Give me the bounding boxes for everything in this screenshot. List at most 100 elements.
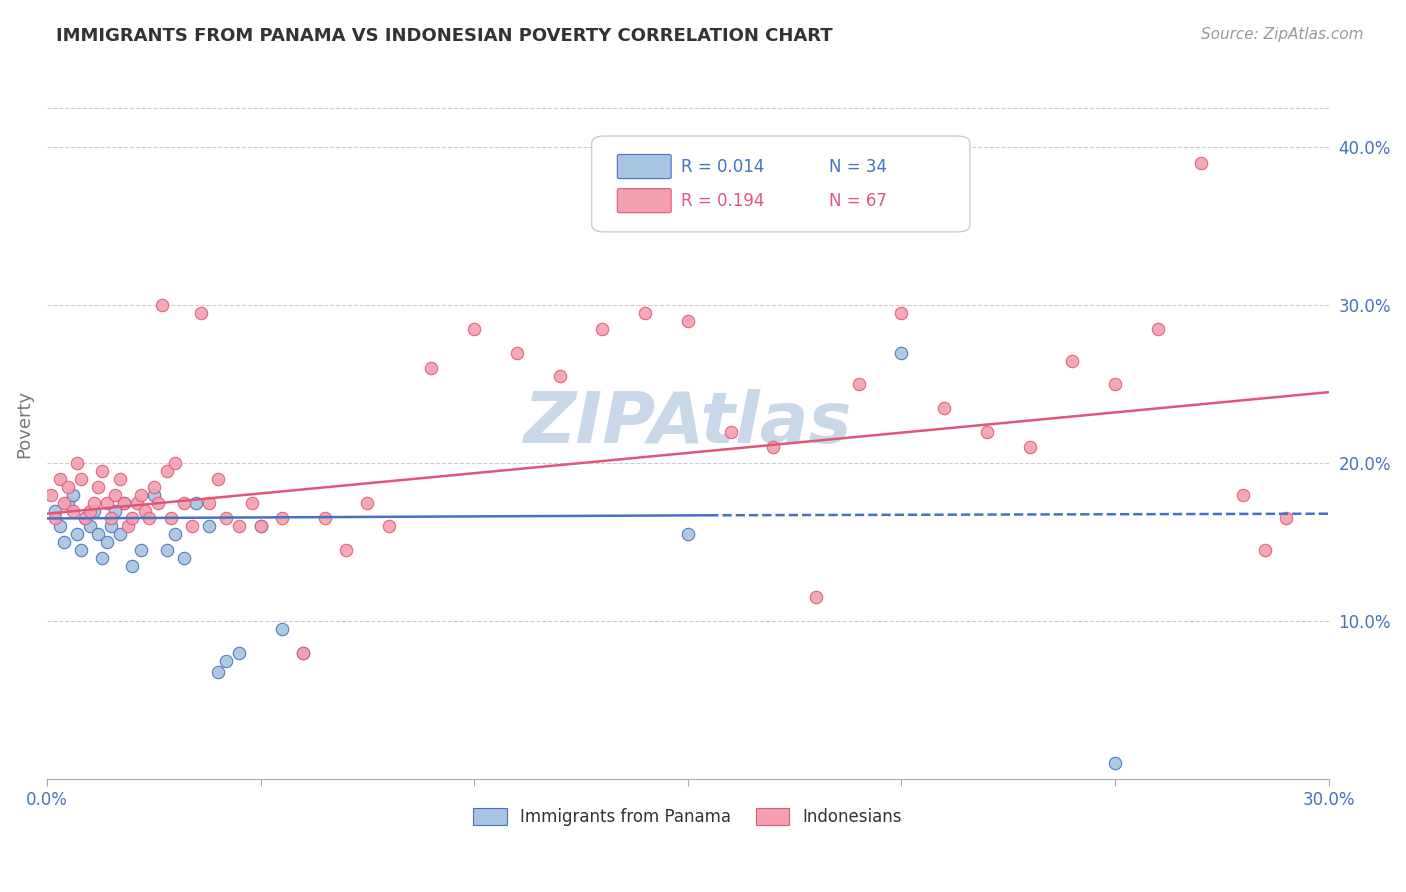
Point [159, 511, 181, 525]
FancyBboxPatch shape [592, 136, 970, 232]
Point [39, 488, 62, 502]
Point [1062, 353, 1084, 368]
Point [96, 535, 118, 549]
Point [53, 496, 76, 510]
Point [591, 322, 613, 336]
Point [270, 622, 292, 636]
Point [804, 591, 827, 605]
Point [1232, 488, 1254, 502]
Point [117, 519, 139, 533]
Point [198, 519, 221, 533]
Point [207, 472, 229, 486]
Point [104, 503, 127, 517]
Point [1275, 511, 1298, 525]
Point [87, 480, 110, 494]
Point [207, 665, 229, 679]
Point [70, 543, 93, 558]
Point [548, 369, 571, 384]
FancyBboxPatch shape [617, 154, 671, 178]
Point [676, 527, 699, 541]
Point [165, 456, 187, 470]
Point [463, 322, 485, 336]
Point [762, 441, 785, 455]
Point [292, 646, 315, 660]
Text: N = 34: N = 34 [830, 158, 887, 176]
Point [62, 503, 84, 517]
FancyBboxPatch shape [617, 188, 671, 212]
Point [100, 511, 122, 525]
Point [121, 558, 143, 573]
Text: N = 67: N = 67 [830, 192, 887, 210]
Point [848, 377, 870, 392]
Point [1253, 543, 1275, 558]
Point [1104, 377, 1126, 392]
Point [1104, 756, 1126, 771]
Point [108, 527, 131, 541]
Point [240, 496, 263, 510]
Point [181, 519, 204, 533]
Point [270, 511, 292, 525]
Point [79, 503, 101, 517]
Point [44, 511, 66, 525]
Point [142, 480, 165, 494]
Point [134, 503, 156, 517]
Point [249, 519, 271, 533]
Point [228, 519, 250, 533]
Point [335, 543, 357, 558]
Point [53, 535, 76, 549]
Point [676, 314, 699, 328]
Point [190, 306, 212, 320]
Point [83, 503, 105, 517]
Point [100, 519, 122, 533]
Point [125, 496, 148, 510]
Point [198, 496, 221, 510]
Point [70, 472, 93, 486]
Text: Source: ZipAtlas.com: Source: ZipAtlas.com [1201, 27, 1364, 42]
Point [890, 345, 912, 359]
Point [48, 472, 70, 486]
Point [1018, 441, 1040, 455]
Point [83, 496, 105, 510]
Point [48, 519, 70, 533]
Point [75, 511, 97, 525]
Point [228, 646, 250, 660]
Point [142, 488, 165, 502]
Point [108, 472, 131, 486]
Point [138, 511, 160, 525]
Point [129, 488, 152, 502]
Point [150, 298, 173, 312]
Point [91, 464, 114, 478]
Point [104, 488, 127, 502]
Point [186, 496, 208, 510]
Point [62, 488, 84, 502]
Point [720, 425, 742, 439]
Point [1147, 322, 1170, 336]
Point [87, 527, 110, 541]
Point [58, 480, 80, 494]
Point [66, 527, 89, 541]
Point [377, 519, 399, 533]
Point [634, 306, 657, 320]
Point [96, 496, 118, 510]
Text: ZIPAtlas: ZIPAtlas [523, 389, 852, 458]
Point [356, 496, 378, 510]
Point [173, 496, 195, 510]
Point [112, 496, 135, 510]
Point [506, 345, 529, 359]
Point [155, 464, 177, 478]
Point [215, 511, 238, 525]
Legend: Immigrants from Panama, Indonesians: Immigrants from Panama, Indonesians [465, 800, 911, 835]
Point [91, 550, 114, 565]
Point [173, 550, 195, 565]
Point [976, 425, 998, 439]
Point [79, 519, 101, 533]
Point [121, 511, 143, 525]
Point [129, 543, 152, 558]
Point [215, 653, 238, 667]
Text: R = 0.014: R = 0.014 [682, 158, 765, 176]
Point [420, 361, 443, 376]
Text: R = 0.194: R = 0.194 [682, 192, 765, 210]
Point [292, 646, 315, 660]
Point [934, 401, 956, 415]
Y-axis label: Poverty: Poverty [15, 390, 32, 458]
